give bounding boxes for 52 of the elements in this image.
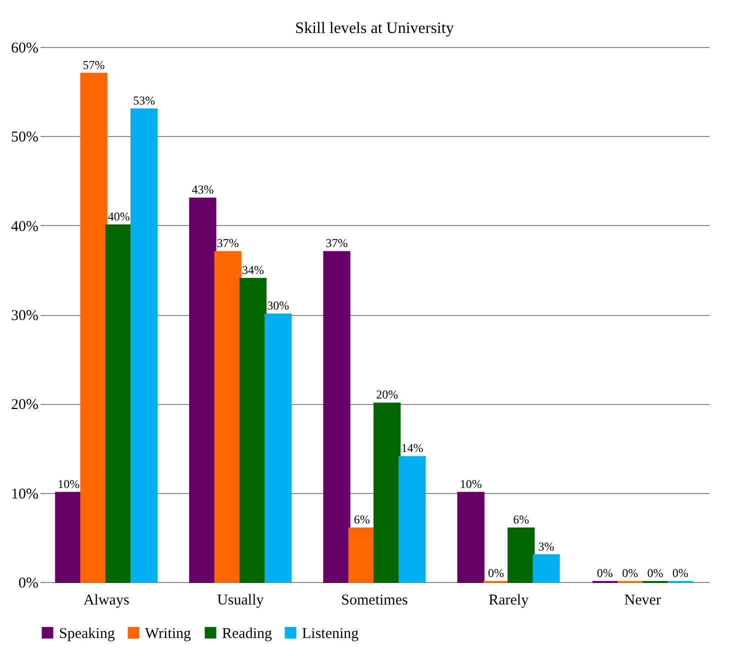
x-tick-label: Sometimes	[341, 592, 408, 608]
bar	[532, 554, 560, 583]
data-label: 10%	[460, 476, 482, 491]
data-label: 3%	[538, 539, 554, 554]
data-label: 20%	[376, 388, 398, 402]
bar	[457, 492, 484, 583]
legend-label: Speaking	[59, 626, 116, 642]
y-tick-label: 0%	[18, 576, 38, 592]
data-label: 6%	[354, 512, 370, 526]
bar	[398, 456, 426, 583]
bar	[214, 251, 242, 583]
data-label: 43%	[192, 182, 214, 197]
data-label: 0%	[488, 566, 504, 580]
data-label: 40%	[108, 209, 130, 224]
x-tick-label: Always	[83, 592, 130, 608]
y-tick-label: 10%	[11, 486, 38, 502]
data-label: 0%	[672, 566, 688, 580]
bar	[323, 251, 350, 583]
x-tick-label: Usually	[217, 592, 264, 608]
legend-label: Listening	[302, 626, 360, 642]
data-label: 0%	[647, 566, 664, 580]
data-label: 53%	[133, 93, 156, 108]
y-tick-label: 30%	[11, 308, 38, 324]
bar	[348, 528, 376, 583]
y-tick-label: 50%	[11, 130, 38, 146]
data-label: 10%	[58, 476, 80, 491]
bar	[105, 224, 132, 583]
bar	[264, 314, 292, 583]
x-tick-label: Never	[624, 592, 661, 608]
y-tick-label: 60%	[11, 40, 38, 56]
bar	[374, 402, 401, 583]
data-label: 30%	[267, 298, 290, 312]
y-tick-label: 20%	[11, 397, 38, 414]
bar	[508, 528, 535, 583]
data-label: 14%	[401, 441, 424, 456]
data-label: 37%	[326, 236, 348, 250]
x-tick-label: Rarely	[488, 592, 530, 608]
data-label: 0%	[622, 566, 638, 580]
bar	[189, 198, 216, 583]
data-label: 34%	[242, 262, 264, 277]
legend-label: Reading	[222, 626, 272, 642]
bar	[55, 492, 82, 583]
legend-label: Writing	[145, 626, 192, 642]
chart-title: Skill levels at University	[295, 20, 454, 37]
data-label: 6%	[513, 512, 530, 526]
data-label: 37%	[216, 236, 239, 250]
bar	[239, 278, 267, 583]
bar	[130, 108, 158, 583]
y-tick-label: 40%	[11, 218, 38, 235]
data-label: 0%	[596, 566, 613, 580]
bar	[80, 72, 108, 583]
data-label: 57%	[82, 58, 105, 72]
